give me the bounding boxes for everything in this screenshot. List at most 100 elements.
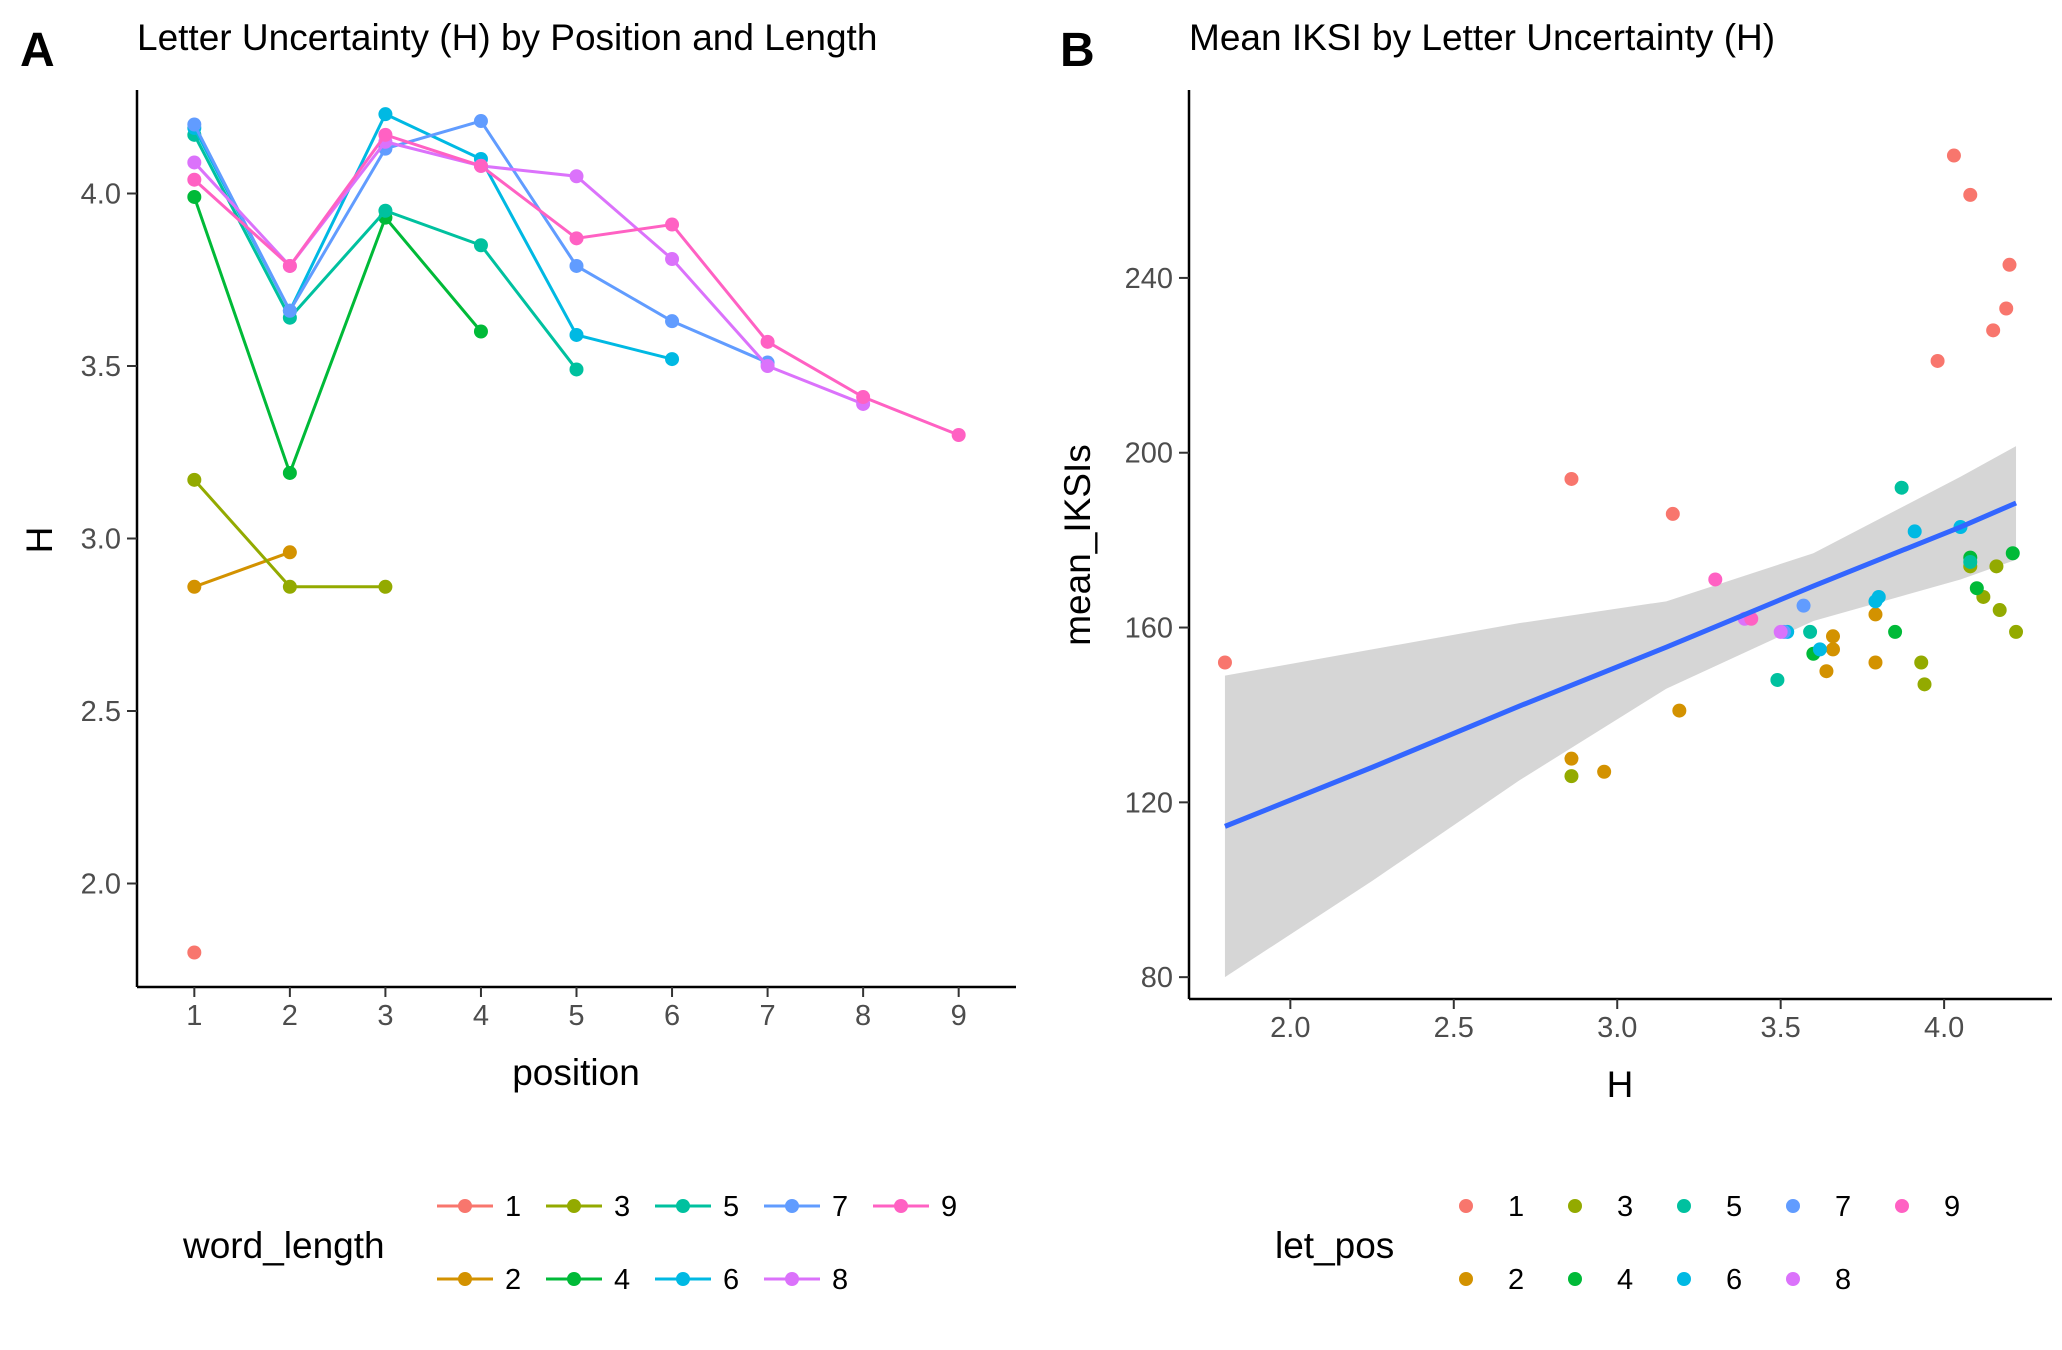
panel-b-x-tick-label: 2.5 [1434,1012,1474,1044]
panel-b-point-2-2 [1672,703,1687,718]
panel-a-x-ticks: 1 2 3 4 5 6 7 8 9 [186,987,967,1032]
panel-a-point-2-1 [187,579,202,594]
panel-a-x-tick-label: 7 [760,1000,776,1032]
panel-b-point-3-1 [1914,655,1929,670]
panel-b-point-6-3 [1871,589,1886,604]
panel-b-legend-label-6: 6 [1726,1264,1742,1296]
panel-b-x-tick-label: 4.0 [1924,1012,1964,1044]
panel-b-point-8-1 [1773,624,1788,639]
panel-a-legend-label-7: 7 [832,1191,848,1223]
panel-b-x-tick-label: 2.0 [1270,1012,1310,1044]
panel-a-point-1-1 [187,945,202,960]
panel-b-legend: 1 2 3 4 5 6 7 8 9 [1459,1191,1960,1296]
panel-b-point-2-0 [1564,751,1579,766]
panel-a-point-4-2 [282,465,297,480]
panel-a-y-tick-label: 3.5 [81,351,121,383]
panel-b-point-5-3 [1963,554,1978,569]
panel-a-legend-key-point-7 [785,1199,799,1213]
panel-b-legend-key-point-5 [1677,1199,1691,1213]
panel-a-point-9-9 [951,428,966,442]
panel-b-legend-label-7: 7 [1835,1191,1851,1223]
panel-b-point-1-0 [1217,655,1232,670]
panel-a-point-9-7 [760,334,775,349]
panel-a-legend-label-2: 2 [505,1264,521,1296]
panel-a-legend-label-4: 4 [614,1264,630,1296]
panel-a-x-tick-label: 4 [473,1000,489,1032]
panel-a-legend-key-point-6 [676,1272,690,1286]
panel-b-point-5-2 [1894,480,1909,495]
panel-b-legend-key-point-1 [1459,1199,1473,1213]
panel-b-point-3-6 [1992,603,2007,618]
panel-a-point-9-1 [187,172,202,187]
panel-a-legend-key-point-8 [785,1272,799,1286]
panel-b-point-2-4 [1825,642,1840,657]
panel-b-legend-key-point-2 [1459,1272,1473,1286]
panel-b-legend-label-9: 9 [1944,1191,1960,1223]
panel-b-point-1-3 [1930,353,1945,368]
panel-a-point-9-2 [282,258,297,273]
panel-a-point-9-5 [569,231,584,246]
panel-a-point-2-2 [282,545,297,560]
panel-b-y-tick-label: 240 [1125,263,1173,295]
panel-a-legend-key-point-9 [894,1199,908,1213]
panel-b-x-axis-title: H [1607,1064,1634,1105]
panel-a-point-8-5 [569,169,584,184]
panel-a-x-tick-label: 1 [186,1000,202,1032]
panel-b-point-2-5 [1868,655,1883,670]
panel-a-legend-label-1: 1 [505,1191,521,1223]
panel-a-point-9-4 [473,158,488,173]
panel-b-legend-label-2: 2 [1508,1264,1524,1296]
panel-b-legend-key-point-7 [1786,1199,1800,1213]
panel-a-x-tick-label: 2 [282,1000,298,1032]
panel-b-point-2-6 [1868,607,1883,622]
panel-a-point-6-5 [569,327,584,342]
panel-a-legend-label-5: 5 [723,1191,739,1223]
panel-b-legend-label-8: 8 [1835,1264,1851,1296]
panel-b-point-5-1 [1803,624,1818,639]
panel-b-legend-title: let_pos [1275,1225,1394,1266]
panel-b-point-2-7 [1825,629,1840,644]
panel-a-point-9-6 [665,217,680,232]
panel-b-fit-line [1224,500,2018,829]
panel-a-legend-label-8: 8 [832,1264,848,1296]
panel-a-x-tick-label: 3 [377,1000,393,1032]
panel-b-legend-key-point-4 [1568,1272,1582,1286]
panel-b-point-6-1 [1812,642,1827,657]
panel-a-point-5-3 [378,203,393,218]
panel-b-point-1-7 [1999,301,2014,316]
panel-b-legend-key-point-3 [1568,1199,1582,1213]
panel-b-point-2-1 [1597,764,1612,779]
panel-a-legend-key-point-5 [676,1199,690,1213]
panel-a-y-axis-title: H [19,527,60,554]
panel-a-x-tick-label: 5 [568,1000,584,1032]
panel-b-point-1-1 [1564,471,1579,486]
panel-a-legend: 1 2 3 4 5 6 7 8 9 [437,1191,957,1296]
panel-a-legend-label-3: 3 [614,1191,630,1223]
panel-b-point-3-7 [2009,624,2024,639]
panel-b-legend-key-point-9 [1895,1199,1909,1213]
panel-b-y-ticks: 80 120 160 200 240 [1125,263,1189,994]
panel-b-y-tick-label: 200 [1125,438,1173,470]
panel-a-y-tick-label: 3.0 [81,524,121,556]
panel-b-point-1-8 [2002,257,2017,272]
panel-b-legend-label-3: 3 [1617,1191,1633,1223]
panel-a-point-7-4 [473,114,488,129]
panel-a-point-7-1 [187,117,202,132]
panel-b-legend-label-4: 4 [1617,1264,1633,1296]
panel-a-y-tick-label: 2.5 [81,696,121,728]
panel-a-point-5-5 [569,362,584,377]
panel-b-point-4-3 [1969,581,1984,596]
panel-b-point-3-0 [1564,769,1579,784]
panel-b-y-tick-label: 80 [1141,962,1173,994]
panel-a: A Letter Uncertainty (H) by Position and… [19,17,1016,1296]
panel-b-point-1-5 [1963,187,1978,202]
panel-b-y-axis-title: mean_IKSIs [1057,444,1098,646]
panel-a-point-4-1 [187,189,202,204]
panel-b-confidence-band [1224,446,2017,978]
panel-b-legend-label-1: 1 [1508,1191,1524,1223]
panel-b-point-7-1 [1796,598,1811,613]
panel-b-title: Mean IKSI by Letter Uncertainty (H) [1189,17,1775,58]
panel-a-point-3-2 [282,579,297,594]
panel-a-title: Letter Uncertainty (H) by Position and L… [137,17,877,58]
